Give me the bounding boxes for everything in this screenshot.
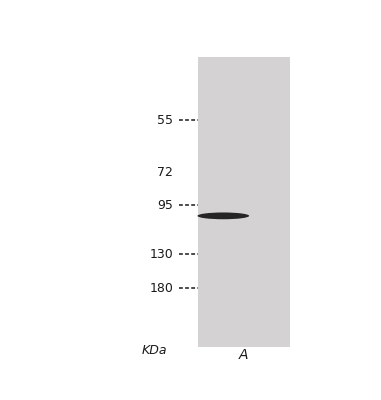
Text: 130: 130 <box>149 248 173 261</box>
Text: 72: 72 <box>157 166 173 179</box>
Text: 55: 55 <box>157 114 173 127</box>
Text: 95: 95 <box>157 198 173 212</box>
Text: 180: 180 <box>149 282 173 295</box>
Ellipse shape <box>201 216 245 218</box>
Bar <box>198 57 290 347</box>
Text: KDa: KDa <box>141 344 166 357</box>
Ellipse shape <box>197 212 249 219</box>
Text: A: A <box>239 348 249 362</box>
